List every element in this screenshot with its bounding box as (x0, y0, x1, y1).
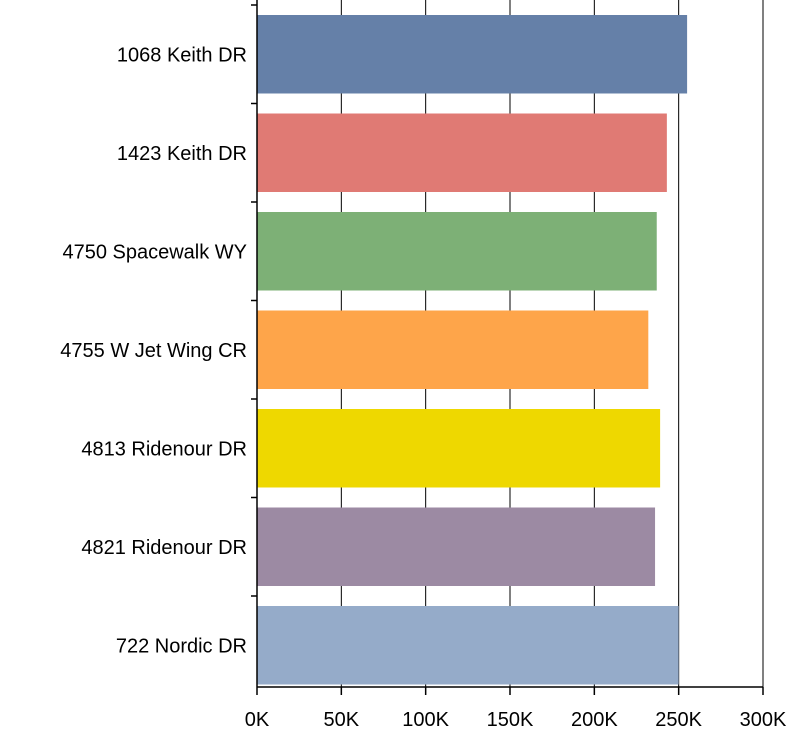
x-tick-label: 150K (487, 709, 534, 731)
category-label: 4755 W Jet Wing CR (60, 340, 247, 362)
bar (257, 409, 661, 488)
bar (257, 507, 656, 586)
category-label: 722 Nordic DR (116, 635, 247, 657)
bar (257, 212, 657, 291)
category-label: 4750 Spacewalk WY (62, 241, 247, 263)
x-tick-label: 100K (402, 709, 449, 731)
x-tick-label: 300K (740, 709, 787, 731)
category-labels: 1068 Keith DR 1423 Keith DR 4750 Spacewalk… (60, 44, 247, 657)
x-tick-label: 50K (324, 709, 360, 731)
bar (257, 606, 679, 685)
bar (257, 113, 667, 192)
x-tick-label: 250K (655, 709, 702, 731)
category-label: 1423 Keith DR (117, 143, 247, 165)
x-tick-label: 200K (571, 709, 618, 731)
axes (251, 0, 764, 695)
category-label: 1068 Keith DR (117, 44, 247, 66)
x-tick-label: 0K (245, 709, 270, 731)
category-label: 4813 Ridenour DR (81, 438, 247, 460)
bars (257, 15, 688, 685)
category-label: 4821 Ridenour DR (81, 537, 247, 559)
x-tick-labels: 0K 50K 100K 150K 200K 250K 300K (245, 709, 787, 731)
bar (257, 310, 649, 389)
bar (257, 15, 688, 94)
